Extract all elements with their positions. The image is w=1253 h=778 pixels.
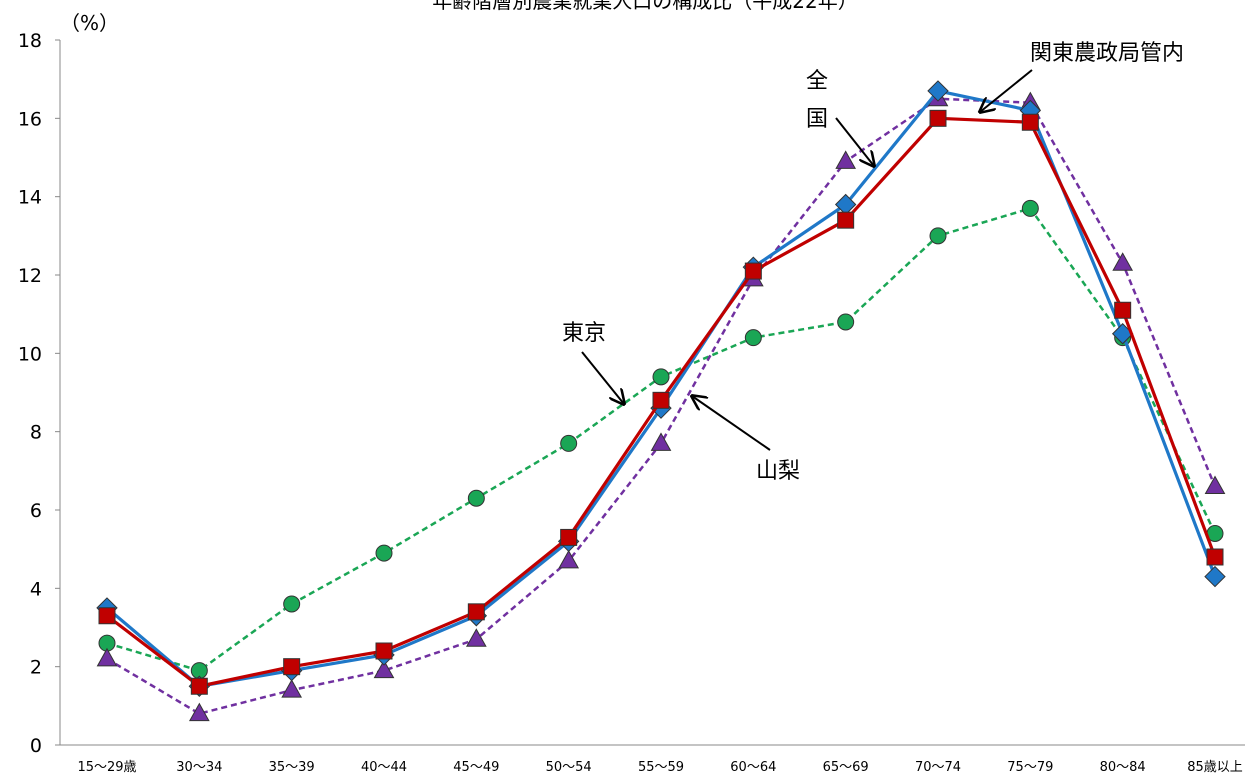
series-line-zenkoku	[105, 89, 1217, 688]
series-yamanashi	[96, 87, 1226, 722]
data-point-yamanashi	[1112, 252, 1134, 271]
x-tick-label: 50～54	[546, 760, 592, 775]
x-tick-label: 70～74	[915, 760, 961, 775]
annotation-zenkoku: 全 国	[806, 69, 874, 166]
y-tick-label: 2	[30, 657, 42, 679]
y-tick-label: 6	[30, 500, 42, 522]
data-point-zenkoku	[1204, 565, 1226, 588]
x-tick-label: 55～59	[638, 760, 684, 775]
x-tick-label: 15～29歳	[77, 760, 136, 775]
chart-title: 年齢階層別農業就業人口の構成比（平成22年）	[432, 0, 857, 13]
annotation-yamanashi: 山梨	[692, 396, 800, 484]
data-point-tokyo	[929, 227, 947, 245]
data-point-tokyo	[744, 329, 762, 347]
annotation-tokyo-label: 東京	[562, 321, 606, 346]
data-point-kanto	[190, 677, 208, 695]
series-kanto	[98, 109, 1224, 695]
x-tick-label: 85歳以上	[1187, 760, 1243, 775]
x-tick-label: 40～44	[361, 760, 407, 775]
data-point-tokyo	[375, 544, 393, 562]
x-tick-label: 80～84	[1100, 760, 1146, 775]
data-point-kanto	[744, 262, 762, 280]
x-tick-label: 60～64	[730, 760, 776, 775]
annotation-kanto-label: 関東農政局管内	[1030, 41, 1184, 66]
x-tick-labels: 15～29歳 30～34 35～39 40～44 45～49 50～54 55～59 60～6…	[77, 760, 1242, 775]
data-point-yamanashi	[96, 647, 118, 667]
data-point-tokyo	[283, 595, 301, 613]
data-point-kanto	[929, 109, 947, 127]
y-tick-label: 4	[30, 578, 42, 600]
x-tick-label: 75～79	[1007, 760, 1053, 775]
data-point-kanto	[837, 211, 855, 229]
y-tick-label: 18	[18, 30, 42, 52]
data-point-yamanashi	[558, 549, 580, 569]
data-point-yamanashi	[650, 432, 672, 451]
x-tick-label: 65～69	[823, 760, 869, 775]
axes	[55, 39, 1245, 746]
data-point-tokyo	[1021, 199, 1039, 217]
annotation-kanto: 関東農政局管内	[980, 41, 1184, 112]
data-point-kanto	[1021, 113, 1039, 131]
data-point-kanto	[98, 607, 116, 625]
annotation-zenkoku-line1: 全	[806, 69, 828, 94]
data-point-yamanashi	[281, 679, 303, 698]
data-point-kanto	[467, 603, 485, 621]
data-point-zenkoku	[927, 80, 949, 102]
y-tick-label: 10	[18, 343, 42, 365]
y-tick-label: 12	[18, 265, 42, 287]
data-point-kanto	[283, 658, 301, 676]
data-point-tokyo	[652, 368, 670, 386]
annotation-zenkoku-arrow	[835, 117, 874, 166]
data-point-kanto	[375, 642, 393, 660]
x-tick-label: 45～49	[453, 760, 499, 775]
annotation-tokyo: 東京	[562, 321, 624, 404]
series-layer	[96, 80, 1226, 722]
y-tick-label: 8	[30, 422, 42, 444]
y-tick-label: 0	[30, 735, 42, 757]
data-point-yamanashi	[188, 702, 210, 722]
data-point-kanto	[1206, 548, 1224, 566]
annotation-tokyo-arrow	[581, 351, 624, 404]
x-tick-label: 30～34	[176, 760, 222, 775]
data-point-yamanashi	[1204, 475, 1226, 494]
data-point-yamanashi	[465, 628, 487, 647]
data-point-yamanashi	[373, 659, 395, 679]
y-tick-label: 16	[18, 108, 42, 130]
data-point-kanto	[1114, 301, 1132, 319]
data-point-kanto	[560, 528, 578, 546]
data-point-kanto	[652, 391, 670, 409]
y-tick-labels: 0 2 4 6 8 10 12 14 16 18	[18, 30, 42, 757]
annotation-yamanashi-label: 山梨	[756, 459, 800, 484]
y-tick-label: 14	[18, 187, 42, 209]
data-point-tokyo	[560, 434, 578, 452]
y-unit-label: （%）	[60, 11, 119, 35]
annotation-yamanashi-arrow	[692, 396, 771, 451]
data-point-yamanashi	[835, 150, 857, 169]
data-point-tokyo	[467, 489, 485, 507]
x-tick-label: 35～39	[269, 760, 315, 775]
annotation-kanto-arrow	[980, 69, 1033, 112]
data-point-tokyo	[837, 313, 855, 331]
annotation-zenkoku-line2: 国	[806, 107, 828, 132]
